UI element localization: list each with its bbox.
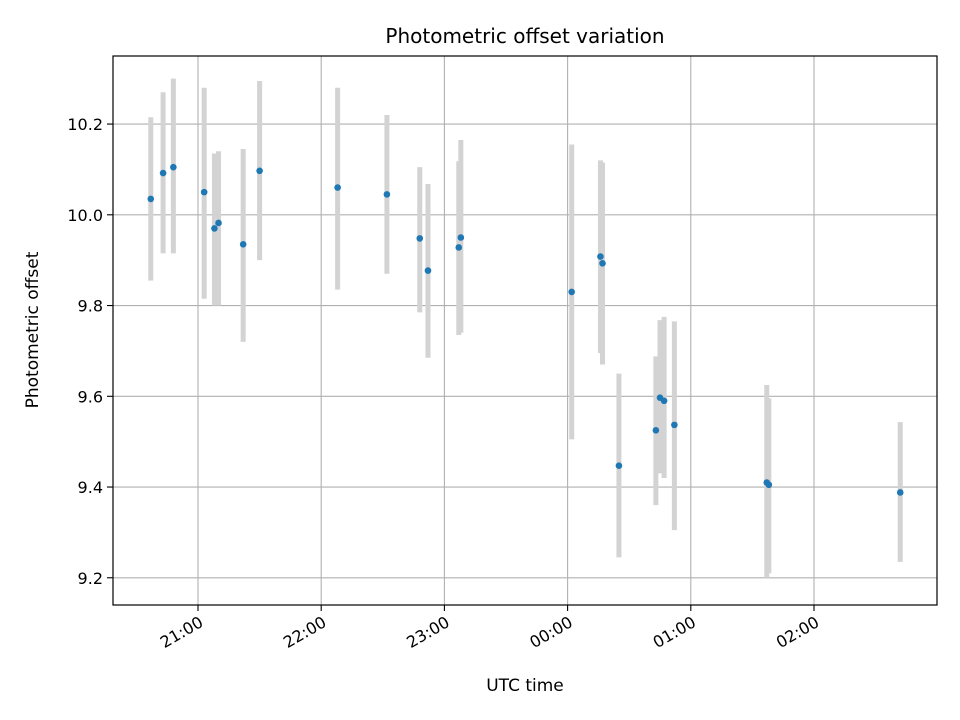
data-point — [147, 195, 155, 203]
y-tick-label: 10.2 — [67, 115, 103, 134]
data-points — [147, 163, 904, 496]
data-point — [200, 188, 208, 196]
data-point — [424, 267, 432, 274]
data-point — [599, 260, 606, 267]
data-point — [383, 191, 391, 198]
data-point — [215, 219, 222, 227]
data-point — [239, 240, 247, 248]
data-point — [256, 167, 263, 175]
chart-title: Photometric offset variation — [385, 24, 664, 48]
data-point — [671, 421, 678, 429]
data-point — [615, 462, 623, 470]
data-point — [597, 253, 604, 260]
x-axis-label: UTC time — [486, 676, 564, 696]
data-point — [765, 481, 773, 489]
data-point — [211, 225, 218, 232]
data-point — [660, 397, 668, 405]
y-axis-label: Photometric offset — [23, 251, 43, 408]
plot-frame — [112, 55, 938, 606]
data-point — [652, 427, 660, 434]
data-point — [568, 288, 576, 296]
y-axis: 9.2 9.4 9.6 9.8 10.0 10.2 — [67, 115, 113, 588]
y-tick-label: 9.4 — [78, 478, 103, 497]
y-tick-label: 9.6 — [78, 387, 103, 406]
data-point — [457, 234, 465, 241]
y-tick-label: 9.8 — [78, 297, 103, 316]
y-tick-label: 9.2 — [78, 569, 103, 588]
data-point — [896, 489, 904, 496]
data-point — [416, 235, 424, 242]
y-tick-label: 10.0 — [67, 206, 103, 225]
data-point — [455, 244, 463, 251]
grid — [113, 56, 937, 605]
data-point — [159, 169, 167, 177]
data-point — [170, 163, 177, 171]
data-point — [334, 184, 341, 191]
